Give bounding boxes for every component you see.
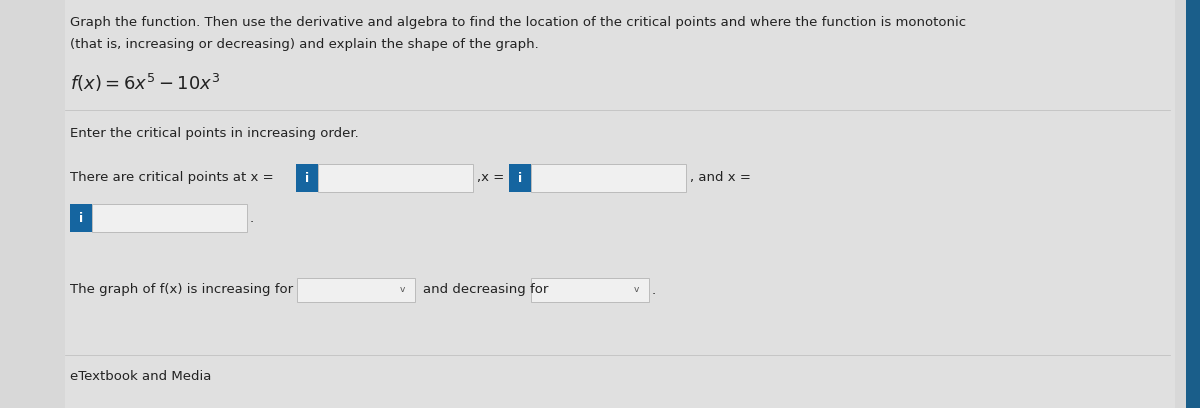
- FancyBboxPatch shape: [298, 278, 415, 302]
- FancyBboxPatch shape: [530, 278, 649, 302]
- Text: .: .: [250, 211, 254, 224]
- Text: (that is, increasing or decreasing) and explain the shape of the graph.: (that is, increasing or decreasing) and …: [70, 38, 539, 51]
- Text: eTextbook and Media: eTextbook and Media: [70, 370, 211, 383]
- FancyBboxPatch shape: [92, 204, 247, 232]
- Text: Enter the critical points in increasing order.: Enter the critical points in increasing …: [70, 127, 359, 140]
- Text: and decreasing for: and decreasing for: [424, 284, 548, 297]
- Text: v: v: [634, 286, 640, 295]
- FancyBboxPatch shape: [296, 164, 318, 192]
- Text: i: i: [79, 211, 83, 224]
- Text: i: i: [518, 171, 522, 184]
- Text: $f(x) = 6x^5 - 10x^3$: $f(x) = 6x^5 - 10x^3$: [70, 72, 220, 94]
- FancyBboxPatch shape: [318, 164, 473, 192]
- Text: There are critical points at x =: There are critical points at x =: [70, 171, 274, 184]
- Text: Graph the function. Then use the derivative and algebra to find the location of : Graph the function. Then use the derivat…: [70, 16, 966, 29]
- FancyBboxPatch shape: [1186, 0, 1200, 408]
- FancyBboxPatch shape: [509, 164, 530, 192]
- FancyBboxPatch shape: [65, 0, 1175, 408]
- Text: The graph of f​(x) is increasing for: The graph of f​(x) is increasing for: [70, 284, 293, 297]
- FancyBboxPatch shape: [70, 204, 92, 232]
- Text: i: i: [305, 171, 310, 184]
- Text: ,x =: ,x =: [478, 171, 504, 184]
- FancyBboxPatch shape: [530, 164, 686, 192]
- Text: .: .: [652, 284, 656, 297]
- Text: , and x =: , and x =: [690, 171, 751, 184]
- Text: v: v: [400, 286, 406, 295]
